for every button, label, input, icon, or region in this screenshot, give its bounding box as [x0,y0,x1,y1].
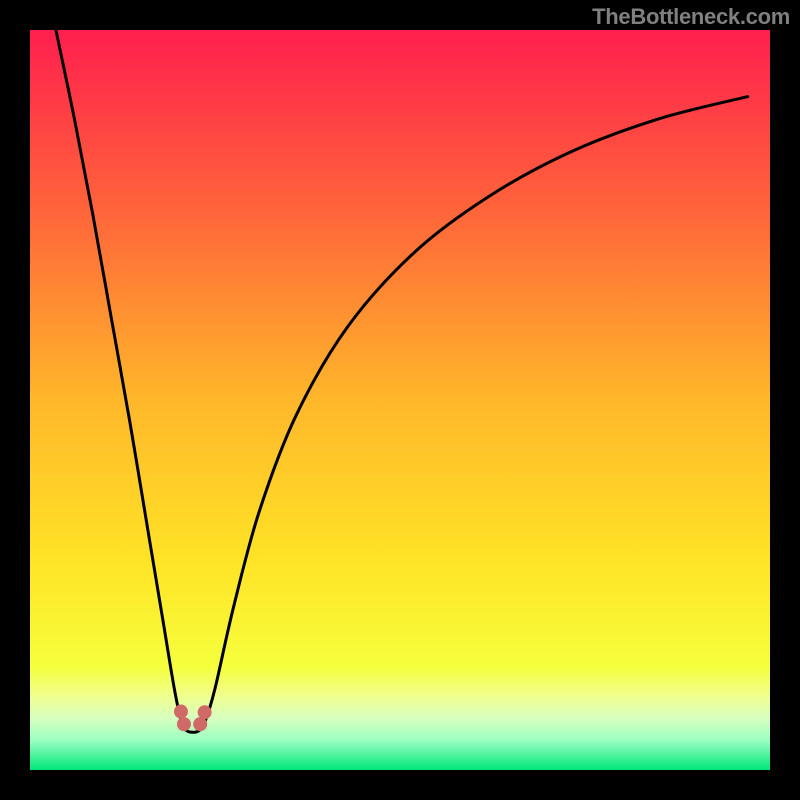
highlight-dot [198,705,212,719]
highlight-dot [174,705,188,719]
chart-svg [0,0,800,800]
chart-root: TheBottleneck.com [0,0,800,800]
watermark: TheBottleneck.com [592,4,790,30]
gradient-background [30,30,770,770]
highlight-dot [177,717,191,731]
